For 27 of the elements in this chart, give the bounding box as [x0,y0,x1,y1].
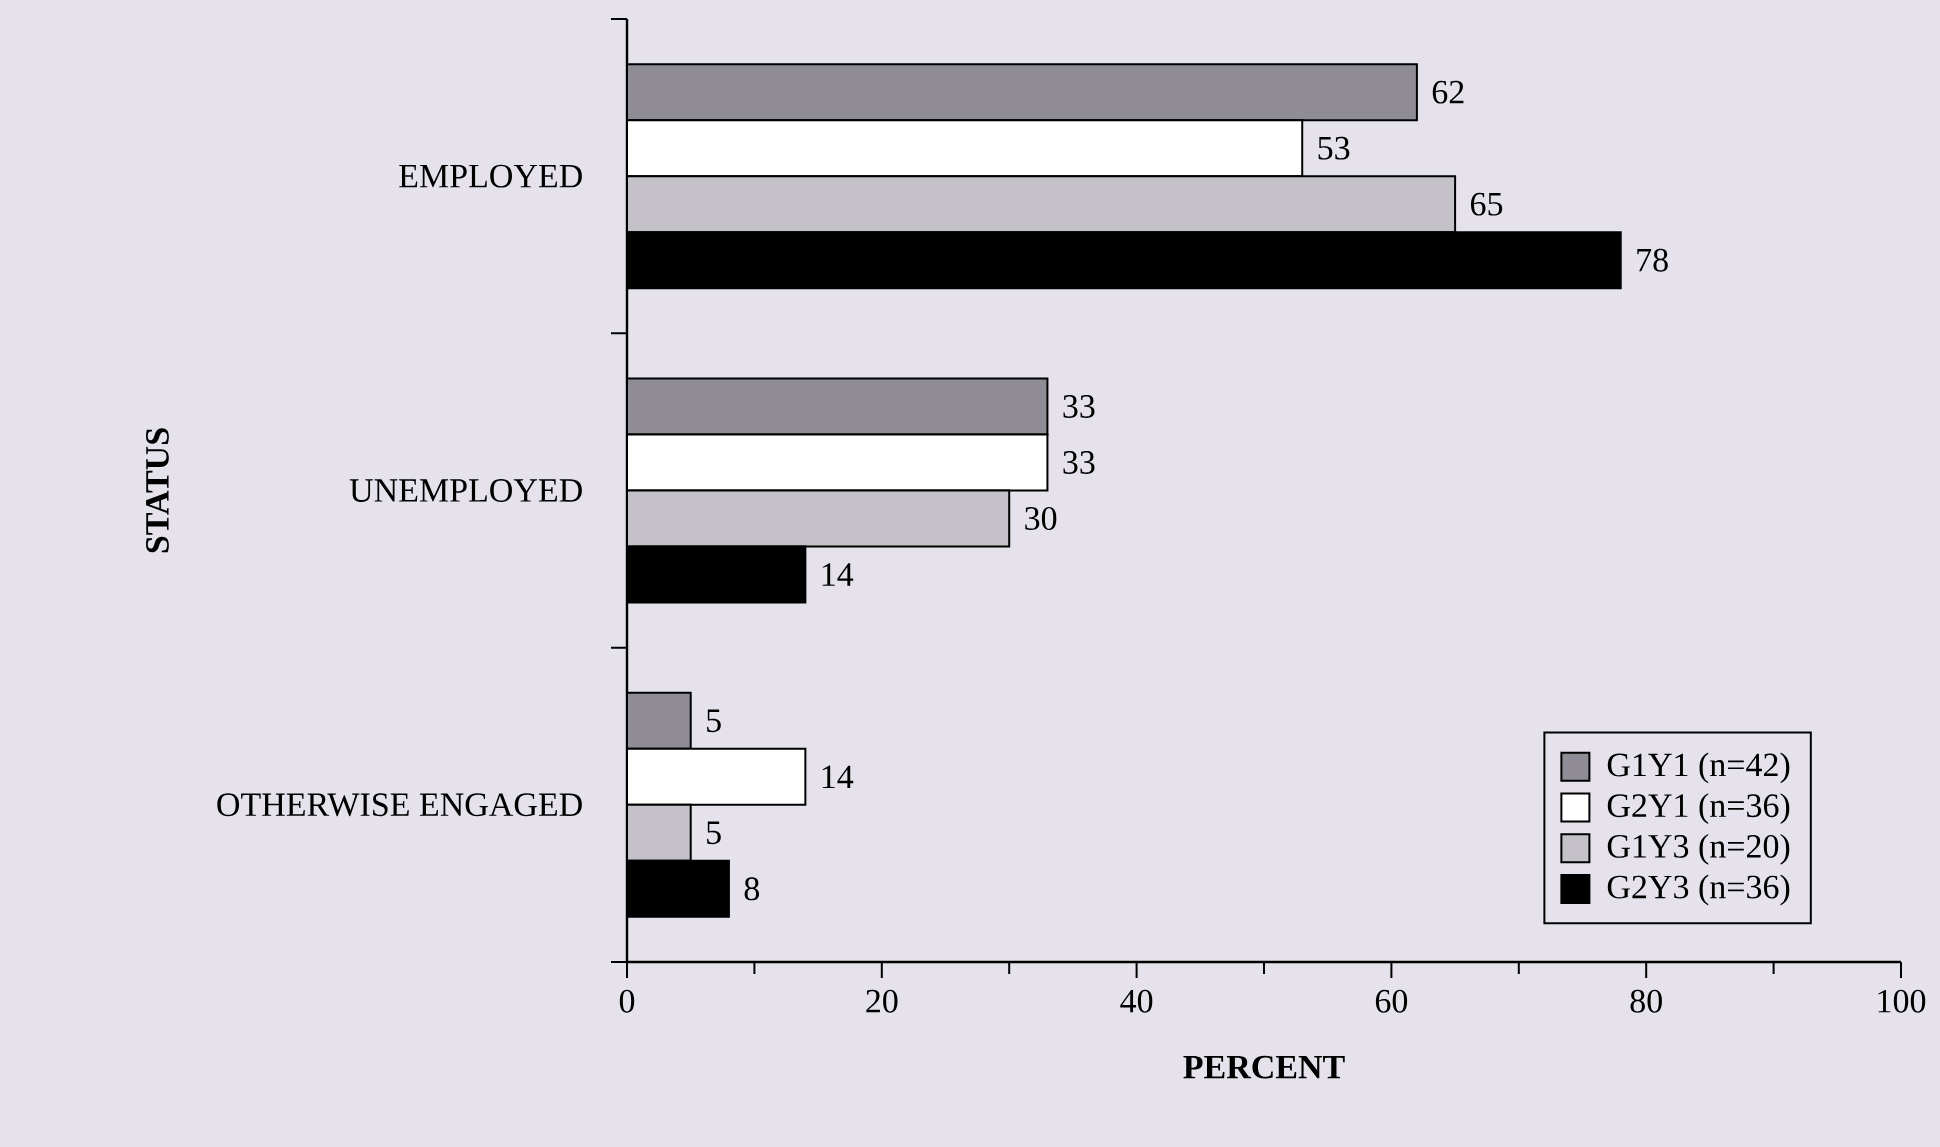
legend-label: G1Y3 (n=20) [1607,833,1790,865]
data-label: 65 [1470,192,1503,216]
legend-label: G2Y1 (n=36) [1607,793,1790,825]
x-axis-title: PERCENT [1183,1055,1345,1079]
data-label: 5 [707,821,721,845]
y-tick-label: UNEMPLOYED [349,479,582,502]
x-tick-label: 40 [1120,989,1153,1013]
x-tick-label: 80 [1630,989,1662,1013]
data-label: 14 [822,765,854,789]
x-tick-label: 20 [866,989,898,1013]
x-tick-label: 0 [619,989,635,1013]
data-label: 33 [1063,451,1095,474]
x-tick-label: 60 [1375,989,1408,1013]
y-axis-title: STATUS [146,428,169,553]
data-label: 78 [1637,248,1668,272]
y-tick-label: EMPLOYED [399,164,582,188]
data-label: 5 [707,709,721,733]
x-tick-label: 100 [1878,989,1926,1013]
data-label: 30 [1025,507,1057,530]
legend-label: G1Y1 (n=42) [1607,752,1790,784]
data-label: 8 [744,877,760,901]
legend-label: G2Y3 (n=36) [1607,874,1790,906]
data-label: 14 [822,563,854,586]
data-label: 62 [1432,80,1464,104]
y-tick-label: OTHERWISE ENGAGED [217,793,582,817]
data-label: 33 [1063,395,1095,418]
data-label: 53 [1318,136,1350,160]
